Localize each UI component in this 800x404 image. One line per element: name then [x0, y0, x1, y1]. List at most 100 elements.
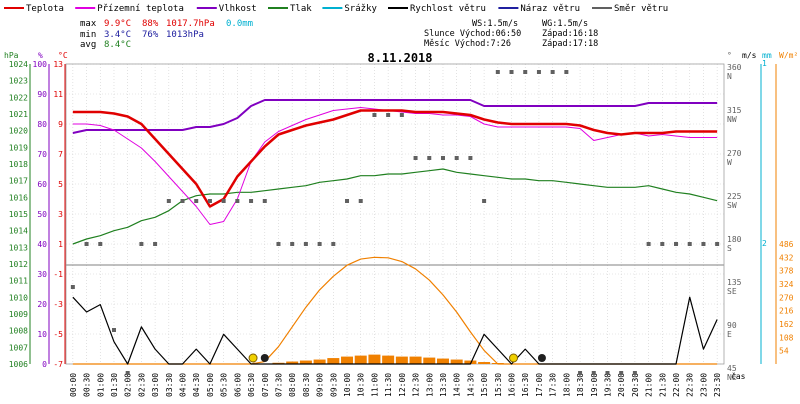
solar-bar: [327, 358, 340, 364]
series-solar-line: [72, 256, 718, 365]
wind-tick-label: 2: [762, 239, 767, 248]
legend-label: Tlak: [290, 4, 312, 14]
unit-pct: %: [38, 51, 43, 60]
wind-dir-mark: [111, 328, 116, 332]
temperature-tick-label: 3: [58, 210, 63, 219]
temperature-tick-label: -1: [53, 270, 63, 279]
solar-bar: [395, 356, 408, 364]
time-tick-label: 21:00: [645, 373, 654, 397]
pressure-tick-label: 1022: [9, 93, 28, 102]
temperature-tick-label: 5: [58, 180, 63, 189]
sun-rise-info: Slunce Východ:06:50: [424, 29, 521, 39]
wind-dir-mark: [235, 199, 240, 203]
humidity-tick-label: 20: [37, 300, 47, 309]
time-tick-label: 22:00: [672, 373, 681, 397]
wind-dir-tick-name: NE: [727, 373, 737, 382]
time-tick-label: 18:00: [562, 373, 571, 397]
solar-tick-label: 162: [779, 320, 794, 329]
wind-dir-tick-label: 315: [727, 106, 742, 115]
wind-dir-mark: [139, 242, 144, 246]
legend-label: Vlhkost: [219, 4, 257, 14]
temperature-tick-label: -5: [53, 330, 63, 339]
pressure-tick-label: 1011: [9, 277, 28, 286]
solar-bar: [272, 362, 285, 364]
time-tick-label: 14:30: [466, 373, 475, 397]
stats-max-press: 1017.7hPa: [166, 19, 215, 29]
wind-dir-mark: [646, 242, 651, 246]
solar-bar: [382, 355, 395, 364]
stats-avg-label: avg: [80, 40, 96, 50]
humidity-tick-label: 40: [37, 240, 47, 249]
wind-dir-mark: [249, 199, 254, 203]
stats-min-press: 1013hPa: [166, 30, 204, 40]
time-tick-label: 08:00: [288, 373, 297, 397]
stats-avg-temp: 8.4°C: [104, 40, 131, 50]
plot-border: [65, 63, 725, 365]
time-tick-label: 20:30: [631, 373, 640, 397]
wind-dir-tick-name: S: [727, 244, 732, 253]
wind-dir-mark: [358, 199, 363, 203]
time-tick-label: 12:30: [412, 373, 421, 397]
wind-dir-mark: [605, 371, 610, 375]
sun-set-info: Západ:16:18: [542, 29, 598, 39]
pressure-tick-label: 1024: [9, 60, 28, 69]
stats-max-temp: 9.9°C: [104, 19, 131, 29]
time-tick-label: 07:30: [274, 373, 283, 397]
wind-dir-mark: [591, 371, 596, 375]
solar-bar: [313, 359, 326, 364]
wind-dir-mark: [303, 242, 308, 246]
time-tick-label: 13:00: [425, 373, 434, 397]
moon-rise-info: Měsíc Východ:7:26: [424, 39, 511, 49]
solar-tick-label: 54: [779, 347, 789, 356]
pressure-tick-label: 1019: [9, 143, 28, 152]
legend-label: Rychlost větru: [410, 4, 486, 14]
temperature-tick-label: 7: [58, 150, 63, 159]
moonset-icon: [537, 354, 546, 362]
solar-bar: [299, 360, 312, 364]
solar-bar: [368, 354, 381, 364]
time-tick-label: 04:00: [179, 373, 188, 397]
time-tick-label: 22:30: [686, 373, 695, 397]
pressure-tick-label: 1006: [9, 360, 28, 369]
wind-dir-tick-label: 90: [727, 321, 737, 330]
solar-bar: [450, 359, 463, 364]
pressure-tick-label: 1008: [9, 327, 28, 336]
plot-area: [70, 70, 720, 375]
time-tick-label: 02:30: [137, 373, 146, 397]
stats-max-hum: 88%: [142, 19, 159, 29]
time-tick-label: 00:00: [69, 373, 78, 397]
humidity-tick-label: 10: [37, 330, 47, 339]
wind-dir-tick-label: 45: [727, 364, 737, 373]
axis-unit-labels: hPa % °C ° m/s mm W/m² čas: [4, 51, 798, 381]
time-tick-label: 21:30: [658, 373, 667, 397]
time-tick-label: 12:00: [398, 373, 407, 397]
time-tick-label: 14:00: [453, 373, 462, 397]
wind-dir-mark: [84, 242, 89, 246]
humidity-tick-label: 70: [37, 150, 47, 159]
wind-dir-mark: [413, 156, 418, 160]
stats-min-temp: 3.4°C: [104, 30, 131, 40]
time-tick-label: 05:30: [220, 373, 229, 397]
humidity-tick-label: 60: [37, 180, 47, 189]
wind-dir-tick-name: E: [727, 330, 732, 339]
time-tick-label: 01:30: [110, 373, 119, 397]
unit-mm: mm: [762, 51, 772, 60]
humidity-tick-label: 50: [37, 210, 47, 219]
wind-dir-mark: [536, 70, 541, 74]
wind-speed-info: WS:1.5m/s: [472, 19, 518, 29]
wind-dir-tick-name: NW: [727, 115, 737, 124]
time-tick-label: 16:00: [508, 373, 517, 397]
wind-dir-mark: [98, 242, 103, 246]
pressure-tick-label: 1007: [9, 343, 28, 352]
wind-dir-mark: [427, 156, 432, 160]
wind-dir-mark: [262, 199, 267, 203]
time-tick-label: 11:00: [370, 373, 379, 397]
wind-dir-mark: [509, 70, 514, 74]
temperature-tick-label: 1: [58, 240, 63, 249]
solar-tick-label: 216: [779, 307, 794, 316]
solar-tick-label: 486: [779, 240, 794, 249]
grid: [65, 63, 725, 365]
humidity-tick-label: 30: [37, 270, 47, 279]
series-wind-speed-line: [72, 296, 718, 365]
